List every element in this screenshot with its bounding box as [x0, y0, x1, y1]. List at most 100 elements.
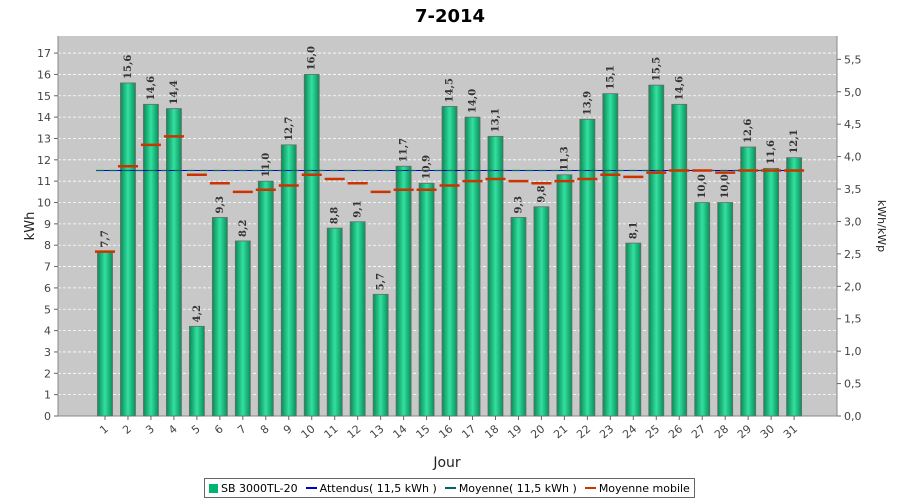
y2-axis-ticks: 0,0 0,5 1,0 1,5 2,0 2,5 3,0 3,5 4,0 4,5 5,0 5,5	[837, 53, 862, 423]
value-label: 14,6	[674, 76, 685, 100]
bar	[257, 180, 274, 417]
x-tick-label: 28	[712, 422, 731, 441]
bars	[97, 74, 802, 417]
bar	[234, 240, 251, 417]
value-label: 10,0	[720, 174, 731, 198]
legend-item-expected: Attendus( 11,5 kWh )	[305, 481, 437, 495]
legend-label-average: Moyenne( 11,5 kWh )	[458, 481, 577, 495]
bar	[533, 206, 550, 417]
value-label: 8,1	[628, 222, 639, 239]
value-label: 14,6	[146, 76, 157, 100]
y-axis-label: kWh	[23, 212, 38, 241]
legend-label-expected: Attendus( 11,5 kWh )	[319, 481, 437, 495]
legend-swatch-average	[444, 487, 456, 489]
legend-swatch-moving-average	[584, 487, 596, 489]
x-tick-label: 5	[189, 422, 203, 436]
value-label: 15,5	[651, 57, 662, 81]
bar	[303, 74, 320, 417]
bar	[372, 293, 389, 417]
x-tick-label: 25	[643, 422, 662, 441]
value-label: 16,0	[307, 46, 318, 70]
bar	[763, 167, 780, 417]
y-tick-label: 4	[44, 325, 51, 338]
x-tick-label: 30	[758, 422, 777, 441]
value-label: 11,0	[261, 153, 272, 177]
y-tick-label: 2	[44, 367, 51, 380]
y-tick-label: 17	[37, 47, 51, 60]
y2-tick-label: 3,0	[844, 215, 862, 228]
bar	[188, 325, 205, 417]
bar	[602, 93, 619, 417]
y-tick-label: 7	[44, 261, 51, 274]
y-tick-label: 14	[37, 111, 51, 124]
bar	[143, 103, 159, 417]
bar	[464, 116, 481, 417]
value-label: 11,3	[559, 146, 570, 170]
x-tick-label: 14	[390, 422, 409, 441]
y-tick-label: 11	[37, 175, 51, 188]
legend-item-average: Moyenne( 11,5 kWh )	[444, 481, 577, 495]
bar	[349, 221, 366, 417]
x-tick-label: 15	[413, 422, 432, 441]
x-tick-label: 22	[574, 422, 593, 441]
legend-label-moving-average: Moyenne mobile	[598, 481, 690, 495]
value-label: 15,1	[605, 65, 616, 89]
value-label: 14,0	[468, 89, 479, 113]
y-tick-label: 15	[37, 90, 51, 103]
bar	[510, 217, 527, 417]
bar	[579, 118, 596, 417]
x-axis-label: Jour	[432, 455, 461, 471]
bar	[97, 251, 113, 417]
x-tick-label: 7	[235, 422, 249, 436]
x-tick-label: 12	[345, 422, 364, 441]
value-label: 13,1	[490, 108, 501, 132]
value-label: 10,0	[697, 174, 708, 198]
bar	[418, 182, 435, 417]
value-label: 12,1	[789, 129, 800, 153]
x-tick-label: 10	[299, 422, 318, 441]
bar	[211, 217, 228, 417]
legend-item-production: SB 3000TL-20	[209, 482, 298, 495]
y2-tick-label: 1,5	[844, 313, 862, 326]
x-tick-label: 4	[166, 422, 180, 436]
chart-title: 7-2014	[415, 6, 485, 27]
x-tick-label: 13	[367, 422, 386, 441]
value-label: 7,7	[100, 230, 111, 247]
legend-swatch-expected	[305, 487, 317, 489]
bar	[648, 84, 665, 417]
bar	[166, 108, 182, 417]
y2-tick-label: 2,5	[844, 248, 862, 261]
legend-item-moving-average: Moyenne mobile	[584, 481, 690, 495]
value-label: 11,6	[766, 140, 777, 164]
value-labels: 7,7 15,6 14,6 14,4 4,2 9,3 8,2 11,0 12,7 16,0 8,8 9…	[100, 46, 800, 322]
x-tick-label: 6	[212, 422, 226, 436]
x-tick-label: 3	[143, 422, 157, 436]
y2-axis-label: kWh/kWp	[875, 200, 888, 252]
bar	[441, 106, 458, 417]
value-label: 9,3	[513, 196, 524, 213]
y-tick-label: 16	[37, 68, 51, 81]
y-tick-label: 12	[37, 154, 51, 167]
x-tick-label: 21	[551, 422, 570, 441]
x-tick-label: 1	[97, 422, 111, 436]
y2-tick-label: 4,5	[844, 118, 862, 131]
y2-tick-label: 3,5	[844, 183, 862, 196]
y-tick-label: 0	[44, 410, 51, 423]
value-label: 15,6	[123, 55, 134, 79]
y-tick-label: 13	[37, 132, 51, 145]
x-tick-label: 8	[258, 422, 272, 436]
y-tick-label: 1	[44, 389, 51, 402]
value-label: 4,2	[192, 305, 203, 322]
value-label: 5,7	[376, 273, 387, 290]
bar	[120, 82, 136, 417]
x-tick-label: 26	[666, 422, 685, 441]
value-label: 10,9	[422, 155, 433, 179]
y-tick-label: 3	[44, 346, 51, 359]
value-label: 8,8	[330, 207, 341, 224]
value-label: 13,9	[582, 91, 593, 115]
value-label: 11,7	[399, 138, 410, 162]
reference-lines	[95, 135, 805, 253]
